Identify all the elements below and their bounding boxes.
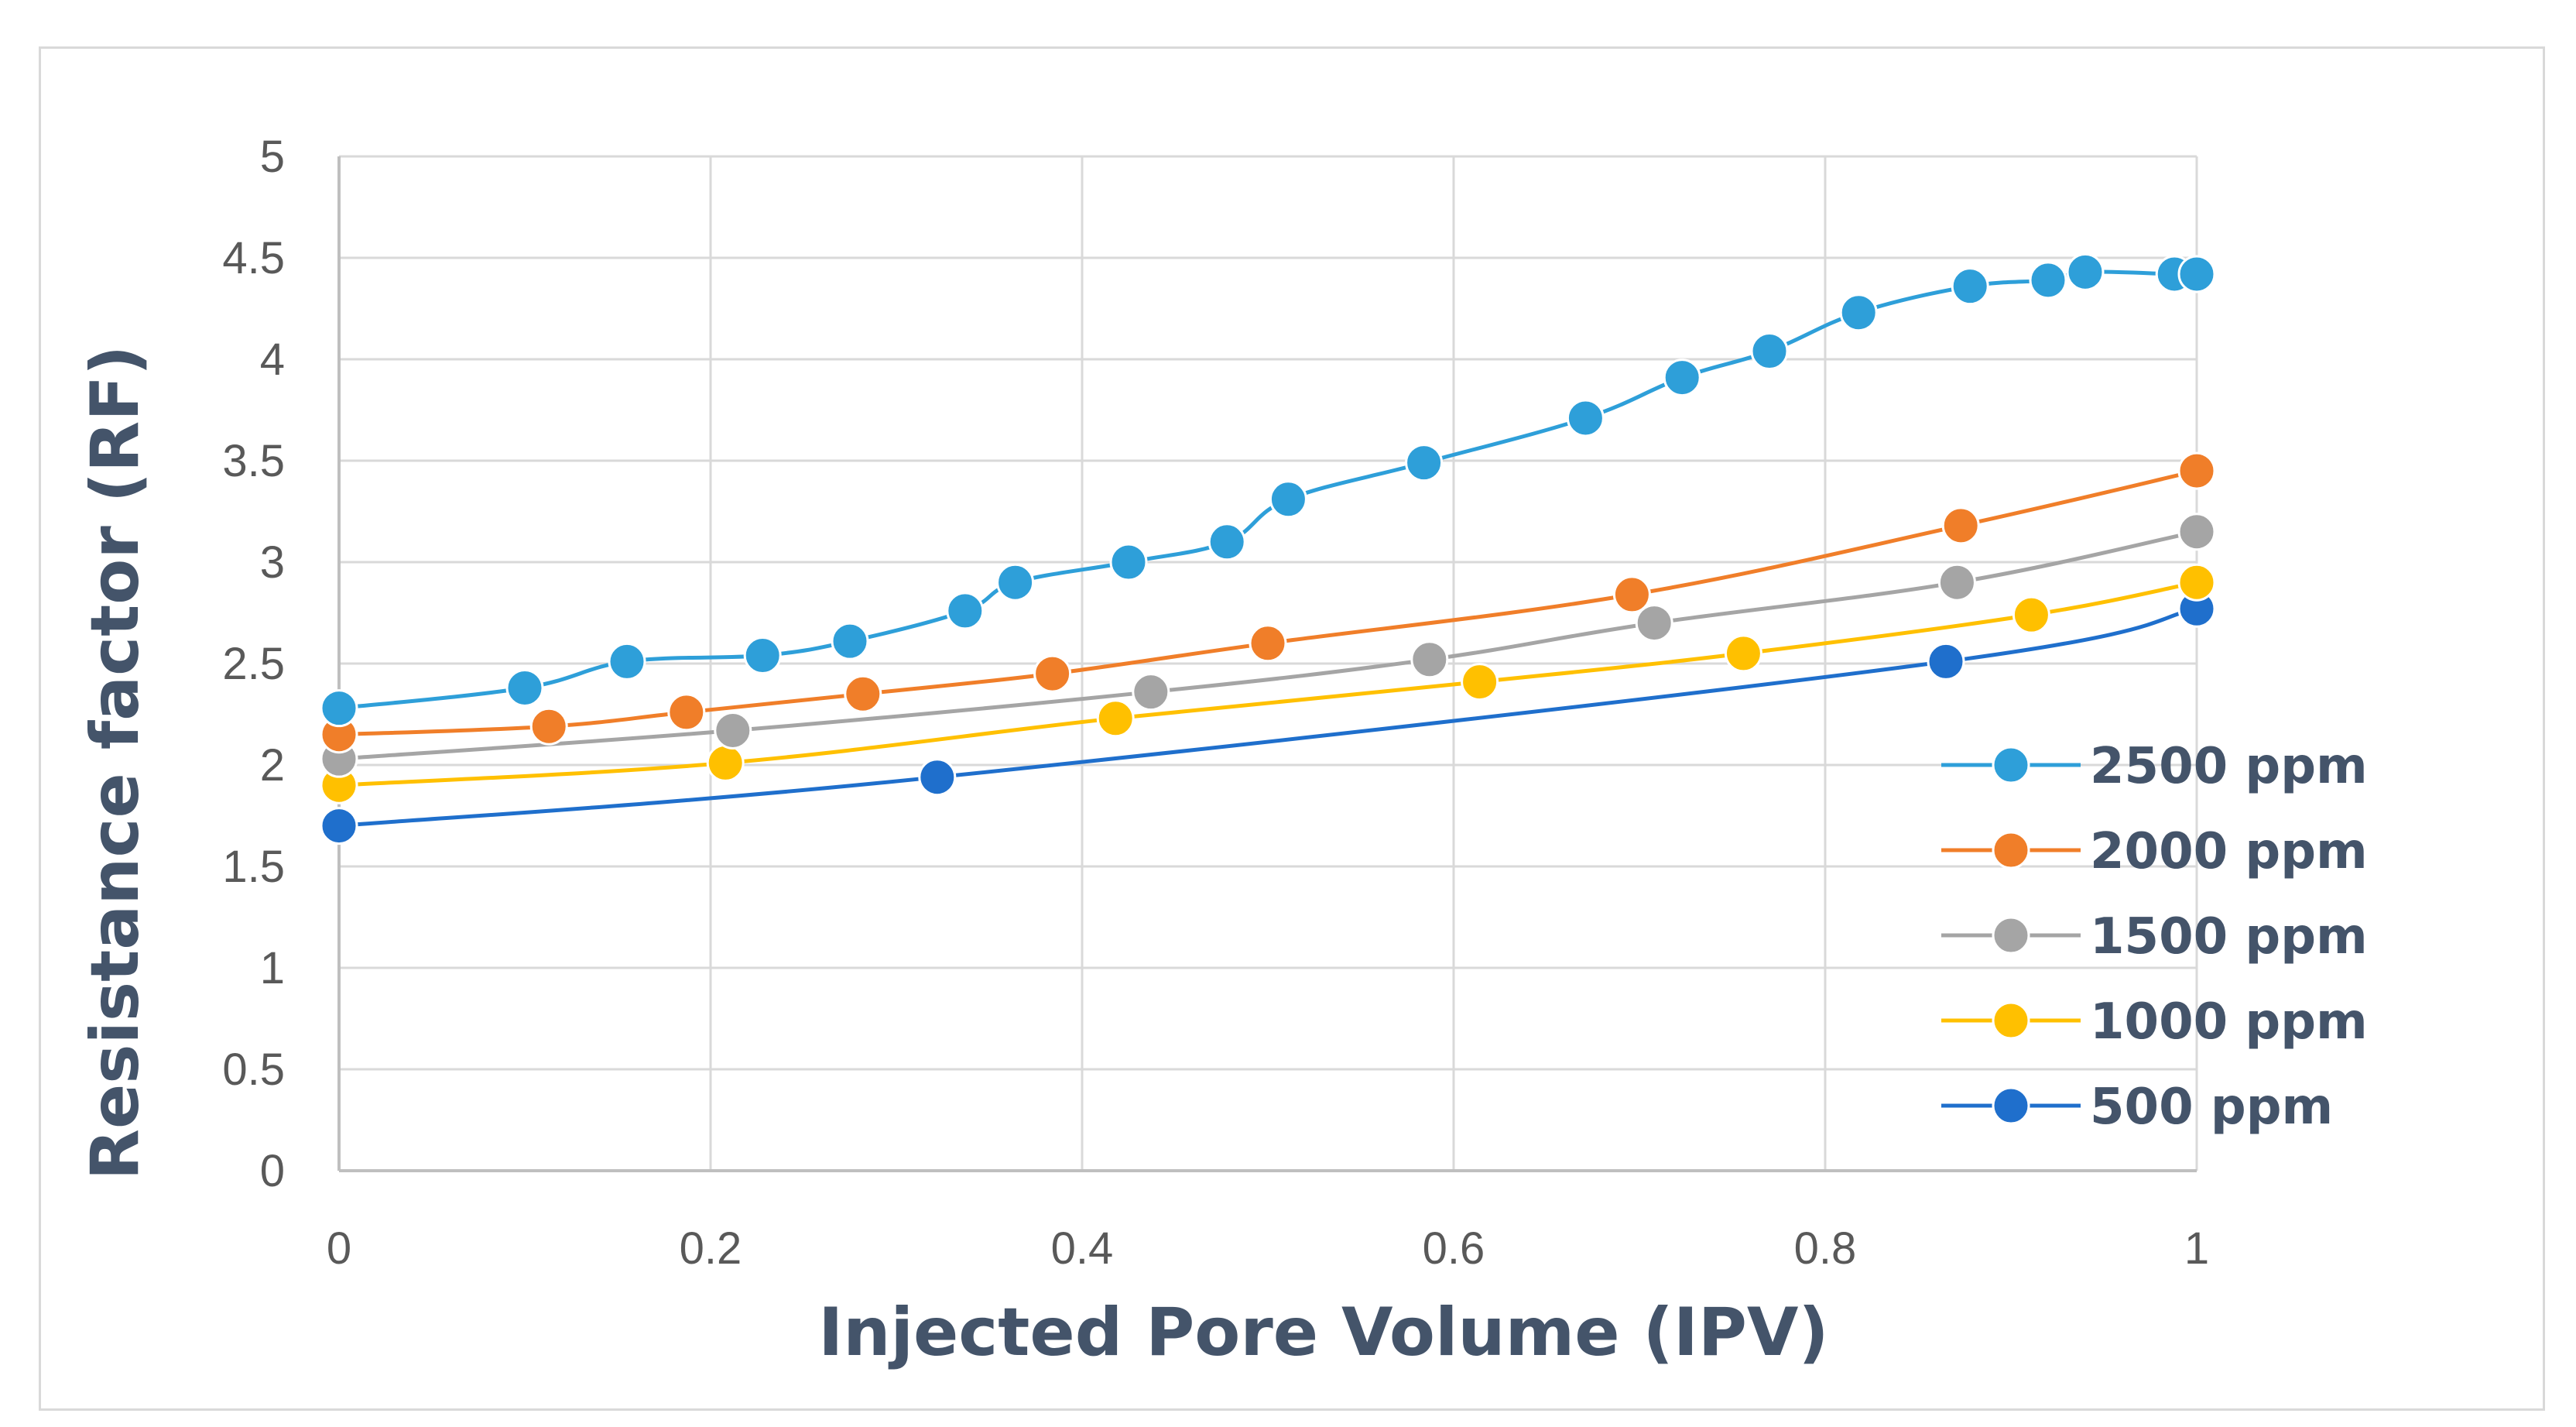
data-point-1500-ppm	[1635, 604, 1673, 643]
data-point-1500-ppm	[1410, 640, 1449, 679]
legend-label: 1500 ppm	[2090, 908, 2368, 966]
data-point-2000-ppm	[1612, 575, 1651, 614]
data-point-2500-ppm	[608, 642, 646, 681]
data-point-1000-ppm	[2177, 563, 2216, 602]
data-point-1500-ppm	[1132, 673, 1170, 712]
y-tick-label: 0	[260, 1146, 285, 1196]
series-line-1000-ppm	[338, 580, 2197, 787]
data-point-2000-ppm	[1033, 654, 1072, 693]
legend: 2500 ppm 2000 ppm 1500 ppm 1000 ppm 500 ppm	[1941, 738, 2368, 1136]
y-tick-labels: 0 0.5 1 1.5 2 2.5 3 3.5 4 4.5 5	[222, 132, 285, 1196]
data-point-2500-ppm	[743, 636, 782, 675]
y-tick-label: 4.5	[222, 233, 285, 283]
data-point-2000-ppm	[529, 707, 568, 746]
y-tick-label: 2.5	[222, 639, 285, 689]
data-point-1000-ppm	[1461, 663, 1499, 701]
legend-label: 2500 ppm	[2090, 738, 2368, 795]
legend-entry: 500 ppm	[1941, 1079, 2333, 1136]
x-tick-label: 1	[2184, 1223, 2209, 1274]
y-tick-label: 4	[260, 334, 285, 385]
x-axis-title: Injected Pore Volume (IPV)	[818, 1294, 1828, 1371]
data-point-2500-ppm	[1750, 332, 1789, 371]
x-tick-label: 0.4	[1051, 1223, 1114, 1274]
data-point-1000-ppm	[1724, 634, 1762, 673]
data-point-2500-ppm	[320, 689, 358, 728]
series-2500-ppm	[320, 252, 2216, 728]
data-point-1000-ppm	[1096, 699, 1135, 738]
data-point-500-ppm	[1927, 642, 1965, 681]
x-tick-label: 0	[327, 1223, 351, 1274]
y-tick-label: 1	[260, 943, 285, 993]
y-tick-label: 1.5	[222, 842, 285, 892]
legend-label: 1000 ppm	[2090, 993, 2368, 1051]
data-point-2500-ppm	[1405, 444, 1444, 482]
data-point-1000-ppm	[2012, 595, 2050, 634]
data-point-2000-ppm	[2177, 451, 2216, 490]
legend-label: 500 ppm	[2090, 1079, 2333, 1136]
legend-marker	[1992, 746, 2030, 784]
data-point-2500-ppm	[1109, 543, 1148, 581]
series-line-2000-ppm	[338, 468, 2197, 737]
series-2000-ppm	[320, 451, 2216, 754]
data-point-2500-ppm	[2177, 255, 2216, 293]
data-point-2500-ppm	[1208, 523, 1246, 561]
y-tick-label: 2	[260, 740, 285, 791]
data-point-2500-ppm	[1663, 358, 1701, 397]
x-tick-label: 0.2	[680, 1223, 742, 1274]
data-point-2500-ppm	[831, 622, 869, 660]
legend-entry: 1000 ppm	[1941, 993, 2368, 1051]
data-point-2000-ppm	[1941, 506, 1980, 545]
y-tick-label: 3.5	[222, 436, 285, 486]
series-line-1500-ppm	[338, 530, 2197, 761]
data-point-2500-ppm	[2029, 261, 2067, 300]
data-point-2000-ppm	[667, 693, 706, 732]
data-point-1500-ppm	[2177, 513, 2216, 551]
y-tick-label: 5	[260, 132, 285, 182]
series-1000-ppm	[320, 563, 2216, 804]
y-axis-title: Resistance factor (RF)	[77, 345, 154, 1181]
data-point-2500-ppm	[946, 592, 985, 630]
data-point-1500-ppm	[714, 711, 752, 750]
data-point-500-ppm	[320, 807, 358, 846]
legend-entry: 2000 ppm	[1941, 823, 2368, 880]
data-point-2500-ppm	[1951, 267, 1989, 306]
data-point-2500-ppm	[505, 668, 544, 707]
legend-marker	[1992, 1001, 2030, 1040]
legend-label: 2000 ppm	[2090, 823, 2368, 880]
data-point-1500-ppm	[1937, 563, 1976, 602]
y-tick-label: 3	[260, 537, 285, 588]
legend-marker	[1992, 831, 2030, 870]
data-point-1000-ppm	[706, 743, 745, 782]
data-point-500-ppm	[918, 758, 957, 797]
data-point-2500-ppm	[1839, 293, 1878, 332]
x-tick-label: 0.6	[1423, 1223, 1485, 1274]
y-tick-label: 0.5	[222, 1045, 285, 1095]
legend-marker	[1992, 1086, 2030, 1125]
x-tick-label: 0.8	[1794, 1223, 1857, 1274]
legend-entry: 1500 ppm	[1941, 908, 2368, 966]
x-tick-labels: 0 0.2 0.4 0.6 0.8 1	[327, 1223, 2209, 1274]
legend-marker	[1992, 916, 2030, 955]
data-point-2500-ppm	[1566, 399, 1605, 437]
data-point-2000-ppm	[1249, 624, 1287, 663]
series-500-ppm	[320, 589, 2216, 846]
legend-entry: 2500 ppm	[1941, 738, 2368, 795]
data-point-2500-ppm	[2066, 252, 2105, 291]
data-point-2500-ppm	[996, 563, 1035, 602]
data-series	[320, 252, 2216, 846]
data-point-2500-ppm	[1269, 480, 1307, 519]
data-point-2000-ppm	[844, 674, 882, 713]
axes	[337, 156, 2197, 1172]
series-line-500-ppm	[338, 606, 2197, 828]
